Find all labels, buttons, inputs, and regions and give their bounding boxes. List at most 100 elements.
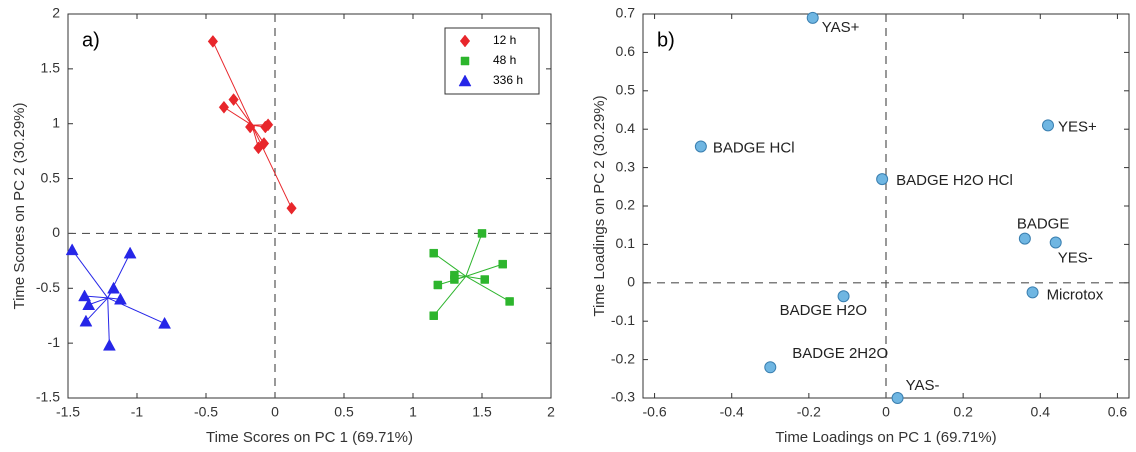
star-line <box>433 252 467 277</box>
y-tick-label: 1.5 <box>41 60 61 76</box>
point <box>258 137 270 150</box>
star-line <box>88 297 108 306</box>
x-tick-label: -1 <box>131 404 144 420</box>
point <box>82 298 96 310</box>
legend: 12 h 48 h 336 h <box>444 27 540 95</box>
point-label: BADGE 2H2O <box>792 345 888 362</box>
y-tick-label: -1.5 <box>36 389 60 405</box>
star-line <box>212 41 253 126</box>
x-tick-label: 1.5 <box>472 404 492 420</box>
y-tick-label: 0.4 <box>616 120 636 136</box>
x-tick-label: -0.4 <box>720 404 744 420</box>
point <box>262 118 274 132</box>
x-tick-label: 1 <box>409 404 417 420</box>
x-tick-label: 0 <box>271 404 279 420</box>
x-tick-label: 0.2 <box>953 404 973 420</box>
point <box>123 246 137 259</box>
point-label: BADGE H2O HCl <box>896 172 1013 189</box>
y-tick-label: 0.3 <box>616 158 636 174</box>
point-label: YES+ <box>1058 118 1097 135</box>
panel-label: a) <box>82 29 100 51</box>
point <box>114 292 127 305</box>
star-line <box>465 233 483 277</box>
point-label: YAS- <box>906 377 940 394</box>
x-tick-label: 2 <box>547 404 555 420</box>
legend-marker <box>458 74 472 87</box>
y-tick-label: -0.2 <box>611 350 635 366</box>
x-axis-label: Time Scores on PC 1 (69.71%) <box>206 429 413 446</box>
point <box>207 35 219 48</box>
y-tick-label: 0.5 <box>616 82 636 98</box>
y-tick-label: -0.1 <box>611 312 635 328</box>
point <box>1049 236 1062 249</box>
point <box>429 248 438 258</box>
y-tick-label: 0.5 <box>41 169 61 185</box>
star-line <box>107 297 110 346</box>
y-tick-label: 0.6 <box>616 43 636 59</box>
legend-marker <box>460 56 470 66</box>
star-line <box>251 124 293 209</box>
point-label: YES- <box>1058 249 1093 266</box>
point <box>429 311 438 320</box>
x-tick-label: 0.6 <box>1108 404 1128 420</box>
point <box>228 93 239 106</box>
y-axis-label: Time Loadings on PC 2 (30.29%) <box>591 95 608 316</box>
point <box>102 338 116 351</box>
legend-box <box>444 27 540 95</box>
point <box>1042 119 1054 132</box>
point <box>450 275 459 284</box>
y-tick-label: -0.5 <box>36 279 60 295</box>
point <box>286 201 297 215</box>
star-line <box>433 276 467 317</box>
y-tick-label: 0 <box>627 274 635 290</box>
point <box>764 361 777 374</box>
point <box>158 316 172 329</box>
point <box>1018 232 1031 245</box>
y-tick-label: 1 <box>52 114 60 130</box>
star-line <box>465 275 510 302</box>
y-tick-label: 0.7 <box>616 5 636 21</box>
legend-label: 12 h <box>493 33 516 47</box>
x-tick-label: 0 <box>882 404 890 420</box>
point <box>433 280 443 290</box>
y-tick-label: -0.3 <box>611 389 635 405</box>
point-label: Microtox <box>1047 286 1104 303</box>
legend-label: 48 h <box>493 53 516 67</box>
x-tick-label: -0.6 <box>643 404 667 420</box>
point <box>876 173 889 186</box>
point <box>480 275 490 284</box>
star-line <box>465 263 503 277</box>
star-line <box>84 295 108 299</box>
star-line <box>223 106 253 126</box>
star-line <box>85 297 109 322</box>
x-tick-label: 0.5 <box>334 404 354 420</box>
point <box>477 229 487 238</box>
x-tick-label: 0.4 <box>1031 404 1051 420</box>
point-label: BADGE HCl <box>713 139 795 156</box>
star-line <box>71 249 109 299</box>
x-tick-label: -0.2 <box>797 404 821 420</box>
point-label: BADGE H2O <box>780 302 868 319</box>
point <box>245 120 256 134</box>
panel-label: b) <box>657 29 675 51</box>
x-tick-label: -0.5 <box>194 404 218 420</box>
y-tick-label: 0 <box>52 224 60 240</box>
y-axis-label: Time Scores on PC 2 (30.29%) <box>11 102 28 309</box>
point <box>78 289 91 302</box>
point <box>1026 286 1039 299</box>
star-line <box>233 99 253 126</box>
plot-frame <box>67 13 552 399</box>
y-tick-label: -1 <box>48 334 61 350</box>
y-tick-label: 0.2 <box>616 197 636 213</box>
point <box>107 281 120 294</box>
point <box>79 314 93 327</box>
legend-label: 336 h <box>493 73 523 87</box>
point <box>65 243 79 256</box>
point <box>505 297 514 306</box>
point <box>218 100 230 114</box>
point-label: YAS+ <box>822 19 860 36</box>
point <box>694 140 707 153</box>
legend-marker <box>459 34 471 48</box>
point <box>806 11 819 24</box>
